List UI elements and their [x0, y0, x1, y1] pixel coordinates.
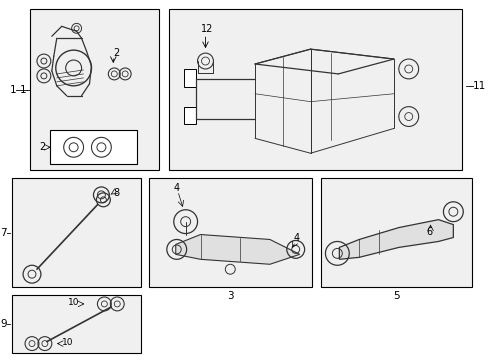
Text: 2: 2: [113, 48, 119, 58]
Text: 8: 8: [113, 188, 119, 198]
Text: 10: 10: [68, 298, 80, 307]
Text: 4: 4: [293, 233, 299, 243]
Polygon shape: [339, 220, 452, 259]
Text: 1: 1: [9, 85, 16, 95]
Text: 1: 1: [20, 85, 26, 95]
Bar: [12, 178, 141, 287]
Polygon shape: [175, 234, 299, 264]
Bar: [168, 9, 461, 170]
Bar: [30, 9, 159, 170]
Bar: [149, 178, 311, 287]
Text: 12: 12: [200, 24, 212, 34]
Text: 10: 10: [61, 338, 73, 347]
Bar: [183, 69, 195, 87]
Text: 6: 6: [426, 226, 432, 237]
Text: 3: 3: [226, 291, 233, 301]
Text: 5: 5: [393, 291, 399, 301]
Bar: [183, 107, 195, 125]
Text: 11: 11: [472, 81, 486, 91]
Text: 2: 2: [40, 142, 46, 152]
Text: 9: 9: [0, 319, 7, 329]
Bar: [12, 295, 141, 352]
Bar: [50, 130, 137, 164]
Text: 4: 4: [173, 183, 180, 193]
Bar: [321, 178, 471, 287]
Text: 7: 7: [0, 228, 7, 238]
